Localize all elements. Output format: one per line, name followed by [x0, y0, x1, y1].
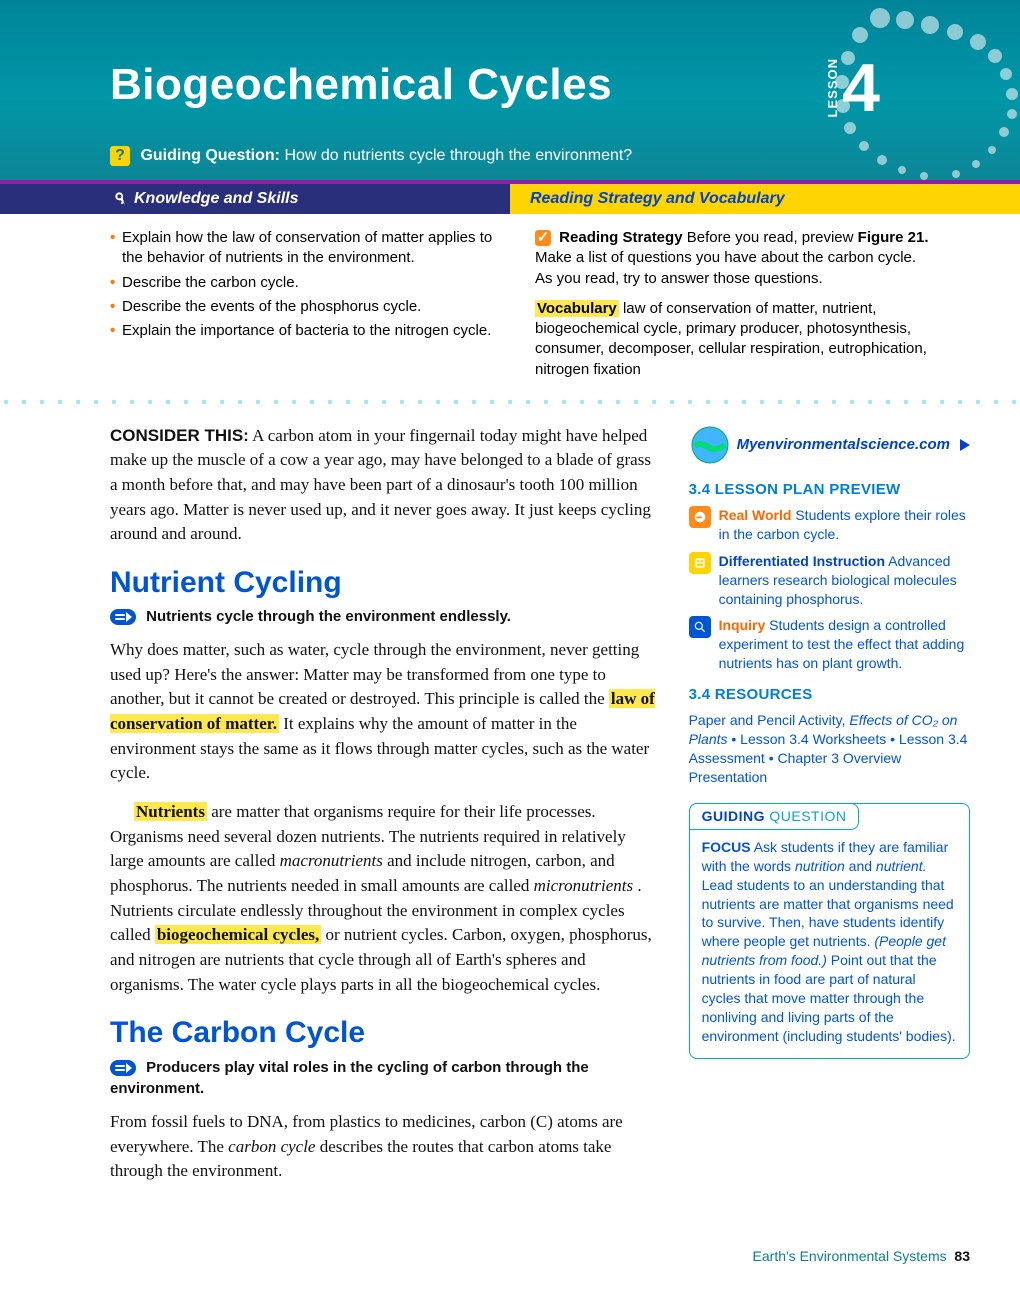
guiding-question-bar: ? Guiding Question: How do nutrients cyc… — [110, 146, 632, 166]
lesson-label: LESSON — [825, 58, 840, 117]
body-paragraph: Nutrients are matter that organisms requ… — [110, 800, 661, 997]
body-paragraph: Why does matter, such as water, cycle th… — [110, 638, 661, 786]
preview-item: Differentiated Instruction Advanced lear… — [689, 552, 970, 609]
page-footer: Earth's Environmental Systems 83 — [0, 1238, 1020, 1292]
mes-link-row[interactable]: Myenvironmentalscience.com — [689, 424, 970, 466]
key-point-icon — [110, 1060, 136, 1076]
highlight-term: biogeochemical cycles, — [155, 925, 321, 944]
reading-strategy-label: Reading Strategy — [559, 229, 682, 246]
main-content: CONSIDER THIS: A carbon atom in your fin… — [110, 424, 689, 1198]
consider-this: CONSIDER THIS: A carbon atom in your fin… — [110, 424, 661, 547]
globe-icon — [689, 424, 731, 466]
key-point-1: Nutrients cycle through the environment … — [110, 606, 661, 628]
play-triangle-icon — [960, 439, 970, 451]
key-icon — [110, 191, 126, 207]
check-icon: ✓ — [535, 230, 551, 246]
skills-left-col: Explain how the law of conservation of m… — [110, 228, 535, 380]
skill-item: Describe the events of the phosphorus cy… — [110, 297, 505, 317]
key-point-icon — [110, 609, 136, 625]
section-heading-carbon-cycle: The Carbon Cycle — [110, 1011, 661, 1055]
lesson-header: Biogeochemical Cycles LESSON 4 ? Guiding… — [0, 0, 1020, 180]
body-paragraph: From fossil fuels to DNA, from plastics … — [110, 1110, 661, 1184]
real-world-icon — [689, 506, 711, 528]
lesson-title: Biogeochemical Cycles — [110, 60, 1020, 110]
skills-block: Explain how the law of conservation of m… — [0, 214, 1020, 392]
lesson-number: 4 — [842, 61, 880, 115]
skill-item: Explain the importance of bacteria to th… — [110, 321, 505, 341]
question-mark-icon: ? — [110, 146, 130, 166]
skills-right-col: ✓ Reading Strategy Before you read, prev… — [535, 228, 960, 380]
highlight-term: Nutrients — [134, 802, 207, 821]
knowledge-skills-tab: Knowledge and Skills — [0, 184, 510, 214]
key-point-2: Producers play vital roles in the cyclin… — [110, 1057, 661, 1101]
gq-label: Guiding Question: — [140, 147, 280, 164]
mes-link-text: Myenvironmentalscience.com — [737, 435, 950, 455]
preview-item: Real World Students explore their roles … — [689, 506, 970, 544]
teacher-sidebar: Myenvironmentalscience.com 3.4 LESSON PL… — [689, 424, 970, 1198]
section-tabs-strip: Knowledge and Skills Reading Strategy an… — [0, 180, 1020, 214]
guiding-question-box: GUIDING QUESTION FOCUS Ask students if t… — [689, 803, 970, 1059]
section-heading-nutrient-cycling: Nutrient Cycling — [110, 561, 661, 605]
skill-item: Describe the carbon cycle. — [110, 273, 505, 293]
lesson-number-badge: LESSON 4 — [825, 58, 880, 117]
dot-divider — [0, 398, 1020, 406]
gq-box-tab: GUIDING QUESTION — [689, 803, 860, 830]
preview-item: Inquiry Students design a controlled exp… — [689, 616, 970, 673]
lesson-plan-preview-title: 3.4 LESSON PLAN PREVIEW — [689, 480, 970, 500]
gq-text: How do nutrients cycle through the envir… — [284, 147, 632, 164]
inquiry-icon — [689, 616, 711, 638]
skill-item: Explain how the law of conservation of m… — [110, 228, 505, 269]
resources-block: 3.4 RESOURCES Paper and Pencil Activity,… — [689, 685, 970, 787]
reading-strategy-tab: Reading Strategy and Vocabulary — [510, 184, 1020, 214]
vocabulary-label: Vocabulary — [535, 300, 619, 317]
differentiated-instruction-icon — [689, 552, 711, 574]
